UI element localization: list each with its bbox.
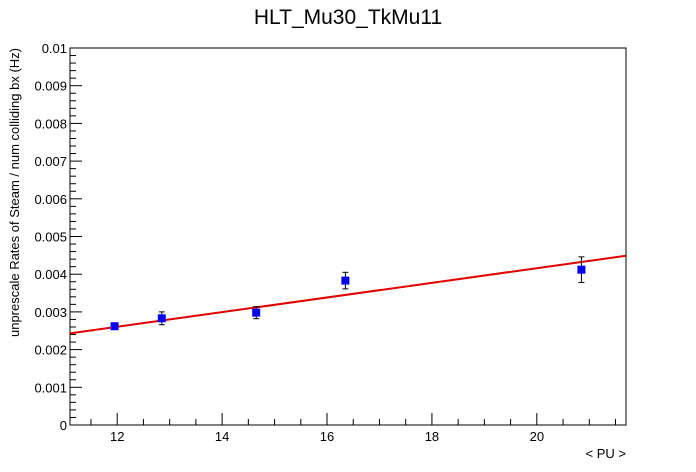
x-tick-label: 12 [110, 429, 124, 444]
y-tick-label: 0.009 [34, 79, 67, 94]
x-axis: 12 14 16 18 20 [90, 413, 617, 444]
chart-title: HLT_Mu30_TkMu11 [254, 6, 442, 29]
data-point [157, 314, 166, 323]
points-layer [110, 256, 586, 331]
data-point [341, 276, 350, 285]
y-tick-label: 0.003 [34, 305, 67, 320]
data-point [252, 308, 261, 317]
y-tick-label: 0.005 [34, 230, 67, 245]
x-tick-label: 14 [215, 429, 229, 444]
data-point [110, 322, 119, 331]
data-point [577, 265, 586, 274]
x-tick-label: 16 [320, 429, 334, 444]
x-tick-label: 18 [425, 429, 439, 444]
x-tick-label: 20 [530, 429, 544, 444]
y-tick-label: 0 [60, 418, 67, 433]
y-tick-label: 0.008 [34, 116, 67, 131]
y-tick-label: 0.002 [34, 343, 67, 358]
y-tick-label: 0.007 [34, 154, 67, 169]
y-tick-label: 0.001 [34, 380, 67, 395]
y-tick-label: 0.004 [34, 267, 67, 282]
y-axis: 0 0.001 0.002 0.003 0.004 0.005 0.006 0.007 0.00… [34, 41, 82, 433]
y-tick-label: 0.006 [34, 192, 67, 207]
y-tick-label: 0.01 [42, 41, 67, 56]
y-axis-title: unprescale Rates of Steam / num collidin… [7, 48, 22, 337]
x-axis-title: < PU > [586, 446, 626, 461]
